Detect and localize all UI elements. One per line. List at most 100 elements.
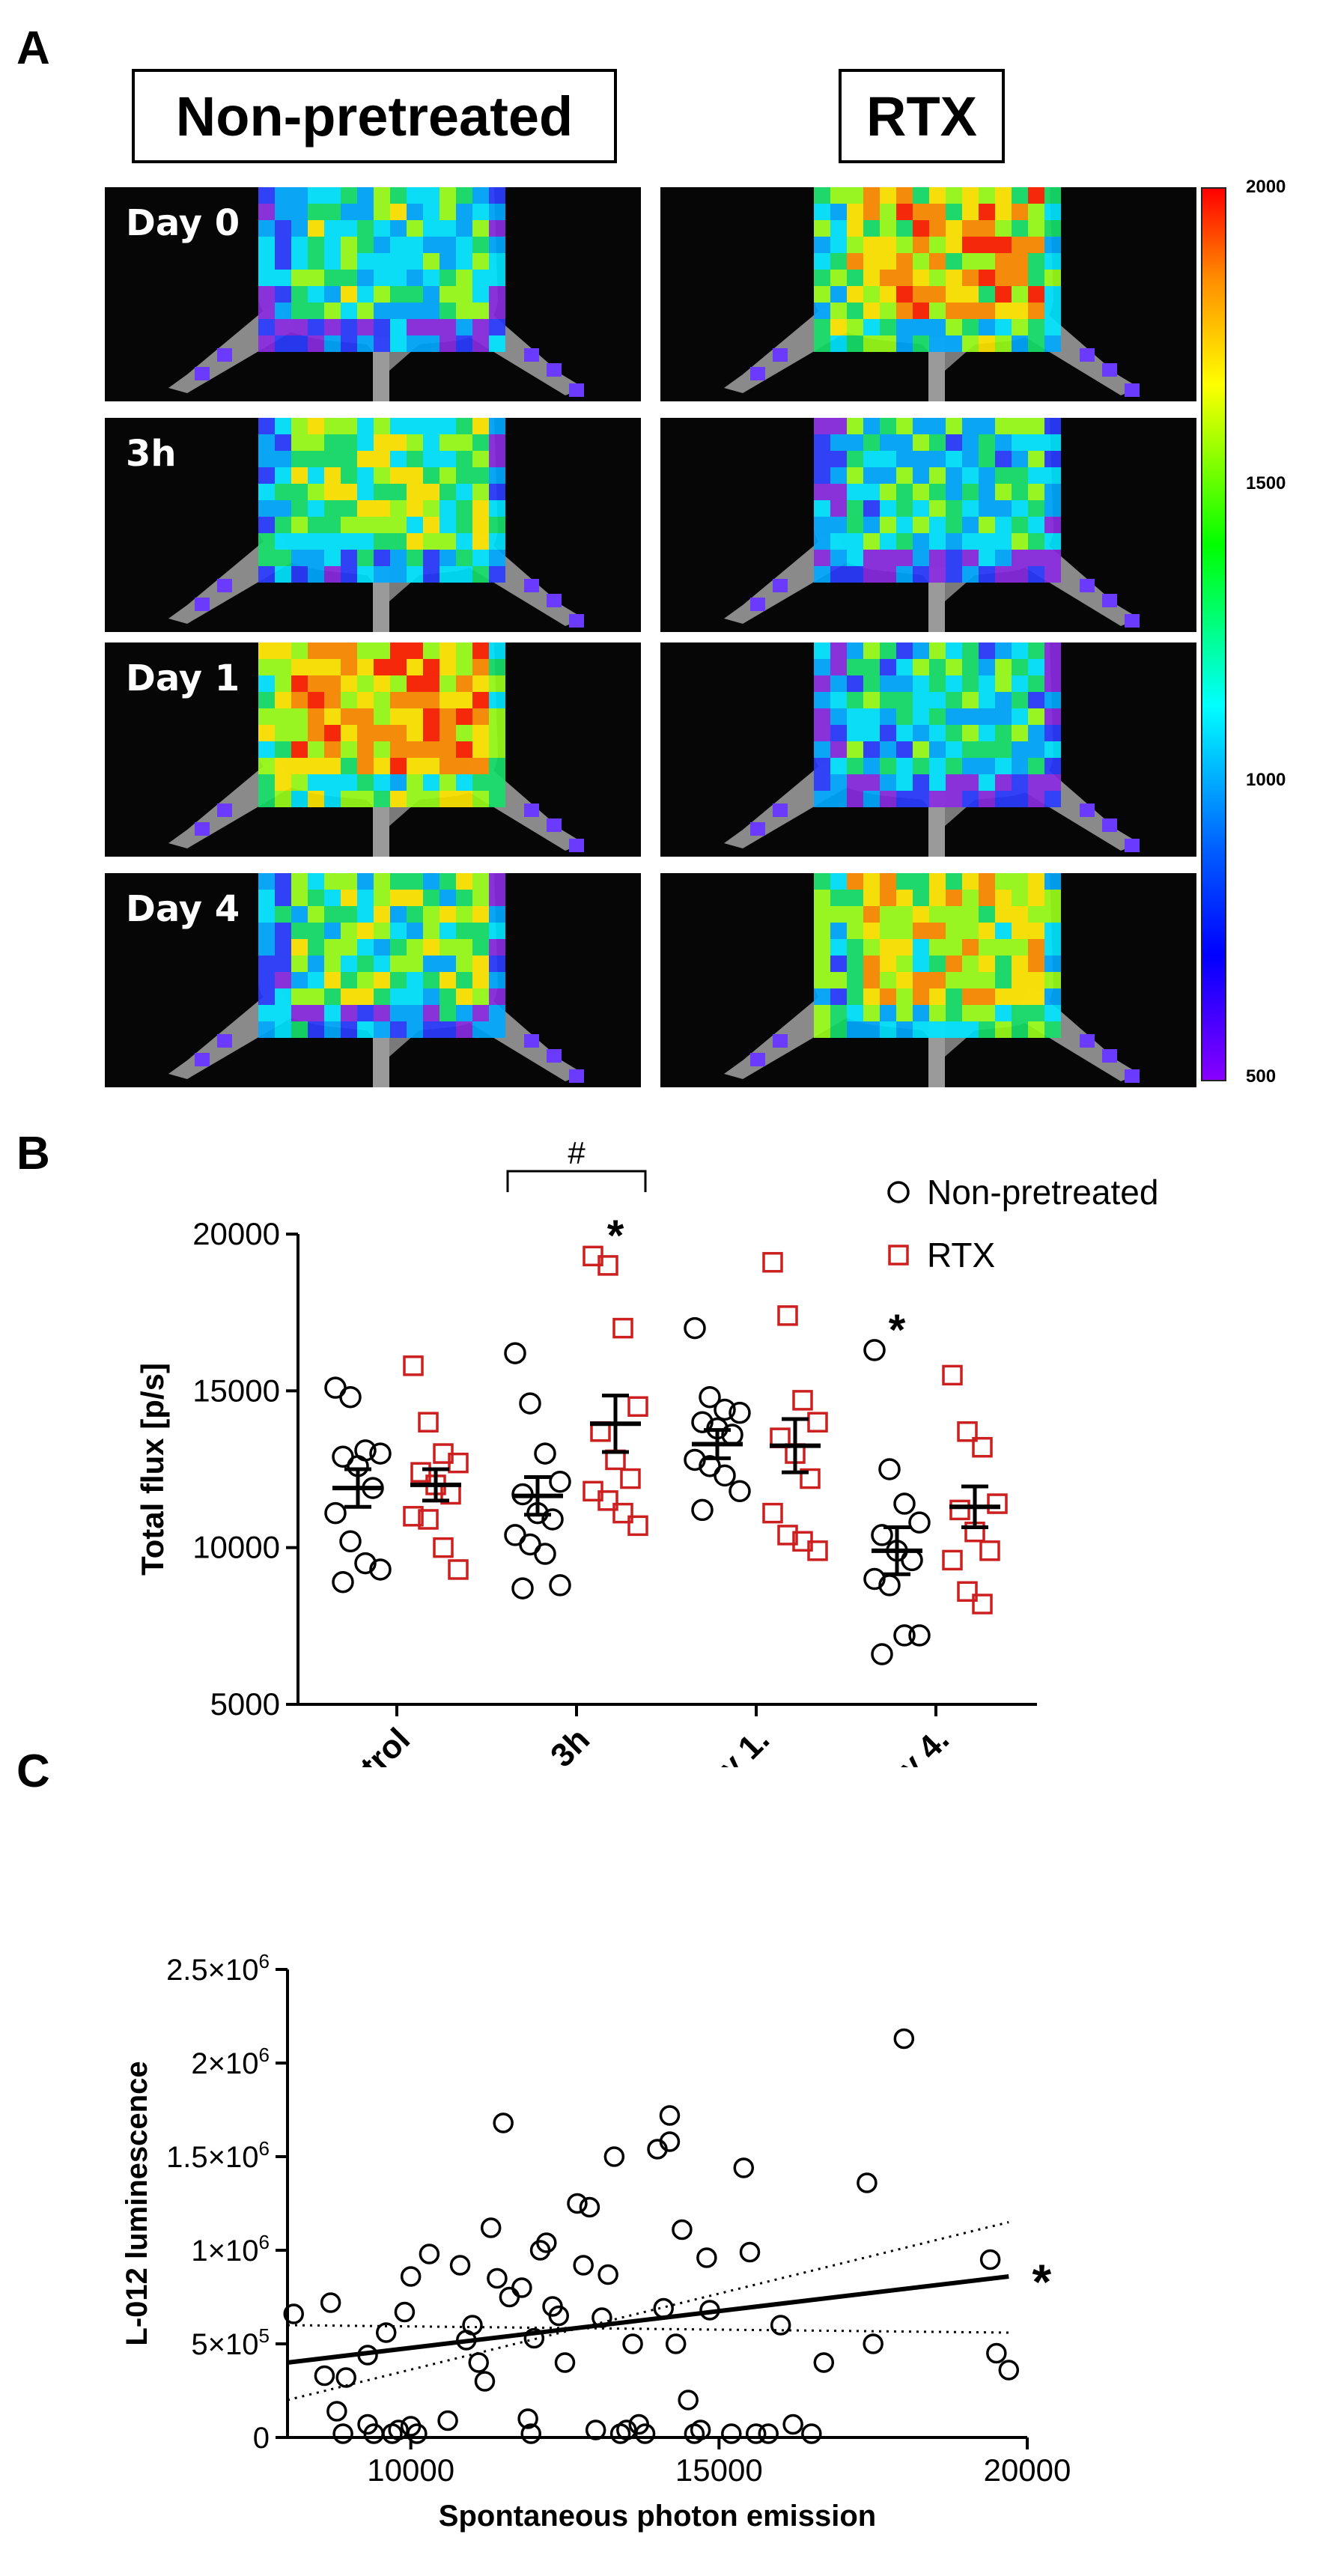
data-point: [573, 2255, 594, 2276]
data-point: [620, 1468, 641, 1489]
data-point: [634, 2423, 656, 2444]
data-point: [332, 1570, 354, 1594]
data-point: [714, 1464, 736, 1487]
data-point: [893, 1492, 916, 1515]
data-point: [585, 2419, 606, 2440]
data-point: [762, 1502, 783, 1524]
data-point: [729, 1480, 751, 1503]
data-point: [678, 2390, 699, 2411]
data-point: [448, 1452, 469, 1474]
data-point: [714, 1398, 736, 1421]
data-point: [320, 2292, 341, 2313]
data-point: [462, 2315, 483, 2336]
data-point: [549, 1470, 571, 1493]
data-point: [972, 1594, 993, 1614]
data-point: [519, 1392, 541, 1415]
colorbar-tick-1500: 1500: [1246, 473, 1286, 493]
x-tick-label: Day 4.: [862, 1721, 956, 1767]
significance-star: *: [1032, 2254, 1051, 2309]
data-point: [770, 2315, 791, 2336]
panel-b-chart: 20000 15000 10000 5000 Total flux [p/s] Contr…: [135, 1135, 1158, 1767]
data-point: [433, 1537, 454, 1558]
data-point: [998, 2360, 1020, 2381]
data-point: [536, 2232, 557, 2253]
data-point: [480, 2217, 502, 2238]
legend-label: RTX: [927, 1236, 995, 1275]
y-tick-label: 10000: [192, 1530, 280, 1565]
data-point: [622, 2333, 643, 2354]
data-point: [800, 1468, 821, 1489]
data-point: [410, 1462, 431, 1483]
data-point: [733, 2157, 755, 2178]
data-point: [893, 2028, 915, 2050]
data-point: [762, 1251, 783, 1273]
panel-b-letter: B: [16, 1128, 50, 1179]
data-point: [878, 1458, 901, 1480]
data-point: [407, 2423, 428, 2444]
data-point: [534, 1543, 556, 1565]
data-point: [908, 1511, 931, 1534]
data-point: [857, 2172, 878, 2193]
data-point: [534, 1442, 556, 1465]
data-point: [987, 1493, 1008, 1514]
y-tick-label: 20000: [192, 1216, 280, 1251]
data-point: [792, 1390, 813, 1411]
colorbar-tick-500: 500: [1246, 1066, 1277, 1087]
data-point: [863, 1339, 886, 1361]
data-point: [332, 2423, 353, 2444]
data-point: [283, 2303, 304, 2324]
data-point: [782, 2414, 803, 2435]
data-point: [339, 1385, 362, 1409]
data-point: [801, 2423, 822, 2444]
y-tick-label: 5×105: [191, 2324, 270, 2361]
data-point: [739, 2241, 761, 2263]
data-point: [729, 1401, 751, 1424]
data-point: [684, 1316, 706, 1340]
data-point: [369, 1442, 392, 1465]
y-tick-label: 1×106: [191, 2231, 270, 2267]
y-tick-label: 2×106: [191, 2044, 270, 2080]
thermogram-time-label: Day 4: [126, 888, 240, 930]
data-point: [548, 2305, 570, 2327]
data-point: [777, 1305, 798, 1326]
data-point: [699, 1385, 721, 1409]
data-point: [597, 2264, 618, 2285]
thermogram-nonpretreated-3: Day 4: [105, 873, 641, 1087]
data-point: [541, 1508, 564, 1531]
data-point: [942, 1549, 963, 1571]
data-point: [511, 1577, 534, 1600]
legend-label: Non-pretreated: [927, 1173, 1158, 1212]
data-point: [418, 1509, 439, 1530]
data-point: [499, 2286, 520, 2308]
data-point: [612, 1502, 633, 1524]
data-point: [972, 1436, 993, 1458]
colorbar-tick-2000: 2000: [1246, 177, 1286, 197]
significance-star: *: [607, 1212, 624, 1260]
data-point: [908, 1624, 931, 1647]
data-point: [314, 2365, 335, 2387]
significance-bracket: [506, 1170, 647, 1192]
data-point: [448, 1559, 469, 1580]
data-point: [554, 2352, 576, 2373]
data-point: [335, 2367, 356, 2388]
x-tick-label: Day 1.: [682, 1721, 776, 1767]
data-point: [612, 1317, 633, 1339]
panel-c-letter: C: [16, 1746, 50, 1797]
data-point: [659, 2131, 681, 2152]
y-tick-label: 0: [253, 2422, 270, 2455]
data-point: [871, 1643, 893, 1665]
thermogram-time-label: Day 1: [126, 657, 240, 699]
data-point: [957, 1581, 978, 1603]
data-point: [957, 1421, 978, 1442]
thermogram-time-label: Day 0: [126, 202, 240, 244]
y-tick-label: 2.5×106: [166, 1950, 270, 1987]
data-point: [419, 2244, 440, 2264]
data-point: [807, 1540, 828, 1561]
y-axis-label: Total flux [p/s]: [135, 1363, 170, 1576]
data-point: [901, 1549, 923, 1572]
data-point: [721, 2423, 742, 2444]
y-tick-label: 1.5×106: [166, 2137, 270, 2174]
data-point: [493, 2112, 514, 2133]
data-point: [400, 2266, 422, 2287]
data-point: [603, 2146, 625, 2167]
